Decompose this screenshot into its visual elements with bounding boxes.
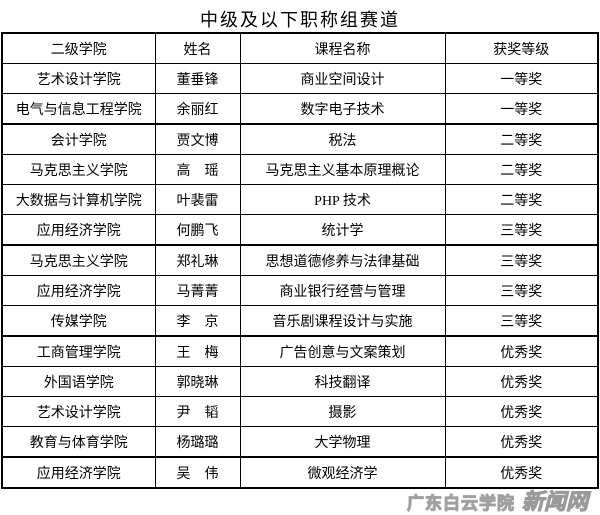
table-row: 传媒学院李 京音乐剧课程设计与实施 三等奖	[1, 305, 599, 337]
header-college: 二级学院	[1, 32, 156, 64]
header-name: 姓名	[154, 32, 241, 64]
cell-course: 思想道德修养与法律基础	[239, 244, 446, 276]
table-row: 外国语学院 郭晓琳 科技翻译 优秀奖	[1, 366, 599, 397]
cell-name: 董垂锋	[154, 63, 241, 94]
table-row: 教育与体育学院 杨璐璐 大学物理 优秀奖	[1, 426, 599, 458]
cell-name: 王 梅	[154, 335, 241, 367]
watermark-site-name: 广东白云学院	[406, 494, 515, 514]
cell-college: 工商管理学院	[1, 335, 156, 367]
cell-name: 郑礼琳	[154, 244, 241, 276]
table-row: 会计学院 贾文博 税法 二等奖	[1, 123, 599, 155]
cell-award: 优秀奖	[444, 426, 599, 458]
cell-college: 电气与信息工程学院	[1, 93, 156, 125]
cell-award: 二等奖	[444, 184, 599, 215]
cell-name: 郭晓琳	[154, 366, 241, 397]
cell-award: 优秀奖	[444, 366, 599, 397]
cell-name: 马菁菁	[154, 275, 241, 306]
cell-course: 税法	[239, 123, 446, 155]
cell-course: 大学物理	[239, 426, 446, 458]
cell-award: 三等奖	[444, 305, 599, 337]
cell-award: 三等奖	[444, 275, 599, 306]
cell-course: 统计学	[239, 214, 446, 246]
cell-course: 科技翻译	[239, 366, 446, 397]
cell-award: 一等奖	[444, 93, 599, 125]
cell-name: 高 瑶	[154, 154, 241, 185]
header-award: 获奖等级	[444, 32, 599, 64]
cell-award: 优秀奖	[444, 456, 599, 489]
cell-course: 广告创意与文案策划	[239, 335, 446, 367]
cell-college: 教育与体育学院	[1, 426, 156, 458]
cell-name: 杨璐璐	[154, 426, 241, 458]
cell-college: 大数据与计算机学院	[1, 184, 156, 215]
table-row: 应用经济学院 何鹏飞 统计学 三等奖	[1, 214, 599, 246]
cell-name: 何鹏飞	[154, 214, 241, 246]
cell-college: 艺术设计学院	[1, 63, 156, 94]
table-row: 马克思主义学院 郑礼琳 思想道德修养与法律基础 三等奖	[1, 244, 599, 276]
cell-course: 音乐剧课程设计与实施	[239, 305, 446, 337]
cell-college: 艺术设计学院	[1, 396, 156, 427]
cell-course: 商业银行经营与管理	[239, 275, 446, 306]
cell-college: 马克思主义学院	[1, 244, 156, 276]
table-row: 艺术设计学院 董垂锋 商业空间设计 一等奖	[1, 63, 599, 94]
cell-award: 二等奖	[444, 123, 599, 155]
table-row: 工商管理学院王 梅广告创意与文案策划 优秀奖	[1, 335, 599, 367]
cell-college: 马克思主义学院	[1, 154, 156, 185]
cell-award: 一等奖	[444, 63, 599, 94]
table-body: 艺术设计学院 董垂锋 商业空间设计 一等奖 电气与信息工程学院 余丽红 数字电子技术 一等奖会…	[1, 63, 599, 489]
table-row: 应用经济学院吴 伟微观经济学 优秀奖	[1, 456, 599, 489]
table-row: 艺术设计学院尹 韬摄影 优秀奖	[1, 396, 599, 427]
table-row: 马克思主义学院高 瑶马克思主义基本原理概论 二等奖	[1, 154, 599, 185]
cell-course: 数字电子技术	[239, 93, 446, 125]
cell-college: 应用经济学院	[1, 275, 156, 306]
watermark: 广东白云学院 新闻网	[406, 484, 588, 515]
cell-college: 外国语学院	[1, 366, 156, 397]
cell-award: 优秀奖	[444, 335, 599, 367]
header-course: 课程名称	[239, 32, 446, 64]
cell-award: 优秀奖	[444, 396, 599, 427]
cell-course: PHP 技术	[239, 184, 446, 215]
cell-name: 叶裴雷	[154, 184, 241, 215]
cell-name: 尹 韬	[154, 396, 241, 427]
cell-college: 应用经济学院	[1, 214, 156, 246]
table-header-row: 二级学院 姓名 课程名称 获奖等级	[1, 32, 599, 64]
cell-name: 吴 伟	[154, 456, 241, 489]
cell-name: 贾文博	[154, 123, 241, 155]
page-title: 中级及以下职称组赛道	[200, 10, 400, 30]
cell-course: 商业空间设计	[239, 63, 446, 94]
cell-college: 应用经济学院	[1, 456, 156, 489]
cell-award: 三等奖	[444, 214, 599, 246]
cell-course: 马克思主义基本原理概论	[239, 154, 446, 185]
awards-table: 二级学院 姓名 课程名称 获奖等级 艺术设计学院 董垂锋 商业空间设计 一等奖 电气与信…	[1, 32, 599, 489]
cell-college: 传媒学院	[1, 305, 156, 337]
cell-name: 余丽红	[154, 93, 241, 125]
cell-college: 会计学院	[1, 123, 156, 155]
watermark-news-label: 新闻网	[521, 489, 588, 515]
cell-name: 李 京	[154, 305, 241, 337]
table-row: 电气与信息工程学院 余丽红 数字电子技术 一等奖	[1, 93, 599, 125]
table-row: 大数据与计算机学院 叶裴雷 PHP 技术 二等奖	[1, 184, 599, 215]
cell-award: 三等奖	[444, 244, 599, 276]
cell-course: 摄影	[239, 396, 446, 427]
cell-award: 二等奖	[444, 154, 599, 185]
table-row: 应用经济学院 马菁菁 商业银行经营与管理 三等奖	[1, 275, 599, 306]
